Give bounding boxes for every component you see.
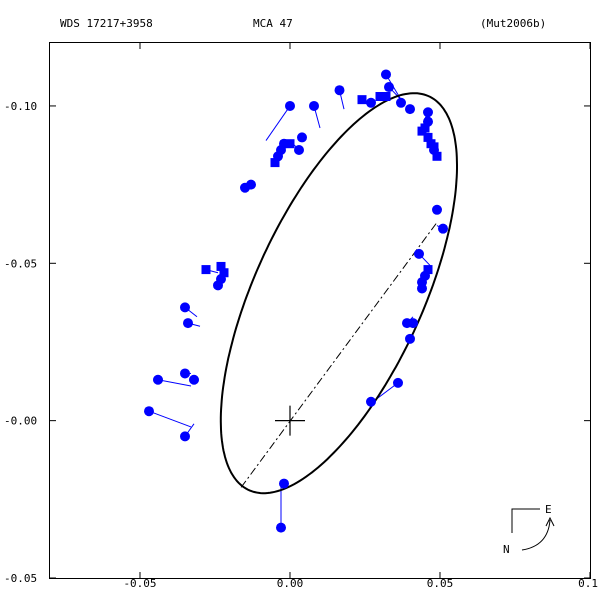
observation-point — [180, 368, 190, 379]
observation-point — [334, 85, 345, 96]
observation-point — [183, 318, 193, 329]
observation-point — [408, 318, 418, 329]
observation-point — [417, 283, 427, 294]
observation-square — [432, 151, 442, 161]
residual-line — [157, 379, 192, 387]
observation-point — [144, 406, 154, 417]
observation-square — [285, 139, 295, 149]
observation-point — [294, 145, 304, 155]
observation-square — [423, 132, 433, 142]
observation-square — [219, 268, 229, 278]
compass-east: E — [545, 503, 552, 516]
observation-point — [285, 100, 295, 111]
observation-square — [216, 261, 226, 271]
y-tick-label: -0.10 — [4, 100, 37, 113]
plot-frame — [49, 42, 591, 579]
observation-point — [246, 179, 256, 190]
axis-tick-labels: -0.05 0.00 0.05 0.1 -0.10 -0.05 -0.00 -0.05 — [4, 100, 598, 590]
residual-line — [148, 410, 192, 428]
observation-point — [414, 248, 424, 259]
observation-point — [429, 145, 439, 155]
observation-square — [417, 126, 427, 136]
observation-point — [297, 132, 307, 143]
orbit-ellipse — [219, 92, 458, 495]
x-tick-label: -0.05 — [123, 577, 156, 590]
y-tick-label: -0.05 — [4, 257, 37, 270]
primary-star-cross — [275, 405, 305, 436]
x-tick-label: 0.00 — [277, 577, 304, 590]
observation-square — [423, 265, 433, 275]
y-tick-label: -0.00 — [4, 415, 37, 428]
residual-lines — [148, 74, 444, 528]
observation-point — [189, 374, 199, 385]
observation-point — [432, 204, 442, 215]
axis-ticks — [50, 43, 591, 579]
observation-point — [153, 374, 163, 385]
observation-square — [381, 92, 391, 101]
observation-point — [180, 431, 190, 442]
observation-square — [270, 158, 280, 168]
observation-square — [357, 95, 367, 105]
observation-point — [423, 107, 433, 118]
observation-point — [273, 151, 283, 162]
x-tick-label: 0.1 — [578, 577, 598, 590]
observation-point — [366, 97, 376, 108]
observation-square — [375, 92, 385, 101]
observation-point — [381, 69, 391, 80]
observation-point — [396, 97, 406, 108]
observation-point — [276, 522, 286, 533]
observation-point — [405, 333, 415, 344]
observation-point — [309, 100, 319, 111]
observation-square — [201, 265, 211, 275]
observation-point — [180, 302, 190, 313]
observation-points — [144, 69, 448, 533]
x-tick-label: 0.05 — [427, 577, 454, 590]
line-of-nodes — [240, 222, 438, 488]
observation-point — [366, 396, 376, 407]
rotation-arrow-icon — [521, 519, 551, 551]
observation-point — [405, 104, 415, 115]
observation-point — [393, 377, 403, 388]
compass: E N — [503, 503, 555, 556]
y-tick-label: -0.05 — [4, 572, 37, 585]
residual-line — [265, 105, 291, 141]
reference-label: (Mut2006b) — [480, 17, 546, 30]
star-name-label: MCA 47 — [253, 17, 293, 30]
observation-point — [279, 478, 289, 489]
observation-point — [213, 280, 223, 291]
compass-north: N — [503, 543, 510, 556]
observation-point — [438, 223, 448, 234]
wds-label: WDS 17217+3958 — [60, 17, 153, 30]
compass-axes — [511, 508, 540, 533]
observation-point — [384, 82, 394, 93]
arrow-head-icon — [545, 516, 555, 527]
